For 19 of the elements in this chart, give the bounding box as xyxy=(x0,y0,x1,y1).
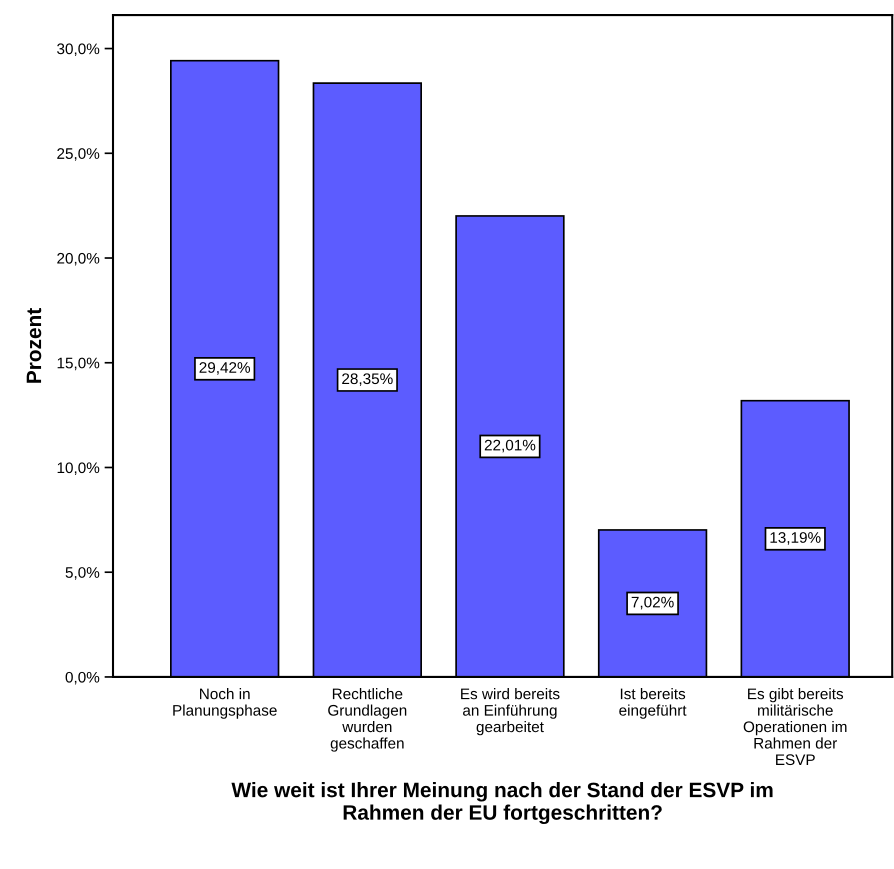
y-tick-label: 30,0% xyxy=(57,43,100,56)
data-label: 29,42% xyxy=(200,362,250,375)
data-label: 28,35% xyxy=(342,373,393,386)
x-tick-label: Rechtliche Grundlagen wurden geschaffen xyxy=(328,688,406,752)
x-tick-label: Es wird bereits an Einführung gearbeitet xyxy=(461,688,560,736)
y-tick-label: 20,0% xyxy=(57,252,100,266)
data-label: 7,02% xyxy=(632,596,674,610)
y-axis-title: Prozent xyxy=(26,308,42,383)
data-label: 22,01% xyxy=(484,440,536,452)
y-tick-label: 25,0% xyxy=(57,148,100,161)
y-tick-label: 10,0% xyxy=(58,462,100,475)
x-tick-label: Noch in Planungsphase xyxy=(173,688,277,719)
y-tick-label: 15,0% xyxy=(58,358,100,370)
y-tick-label: 0,0% xyxy=(66,672,100,684)
x-tick-label: Ist bereits eingeführt xyxy=(619,688,686,719)
y-tick-label: 5,0% xyxy=(66,567,100,580)
x-tick-label: Es gibt bereits militärische Operationen im Rahmen der ESVP xyxy=(744,688,846,766)
x-axis-title: Wie weit ist Ihrer Meinung nach der Stand der ESVP im Rahmen der EU fortgeschritten? xyxy=(231,782,773,824)
data-label: 13,19% xyxy=(770,532,821,545)
